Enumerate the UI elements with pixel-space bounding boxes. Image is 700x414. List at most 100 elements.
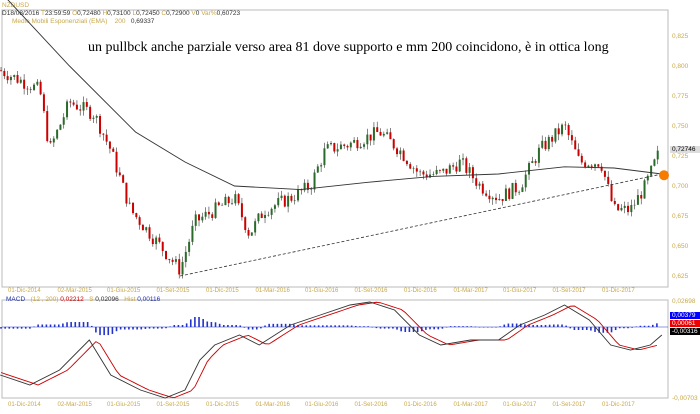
candle-body bbox=[561, 124, 564, 135]
candle-body bbox=[343, 144, 346, 146]
candle-body bbox=[359, 146, 362, 149]
candle-body bbox=[587, 165, 590, 168]
date-tick-label: 01-Dic-2017 bbox=[602, 402, 635, 408]
candle-body bbox=[534, 161, 537, 163]
candle-body bbox=[59, 124, 62, 130]
candle-body bbox=[237, 194, 240, 204]
macd-histogram-bar bbox=[602, 327, 605, 333]
macd-histogram-bar bbox=[20, 327, 23, 329]
candle-body bbox=[42, 94, 45, 112]
candle-body bbox=[452, 165, 455, 167]
candle-body bbox=[376, 127, 379, 132]
candle-body bbox=[580, 155, 583, 163]
candle-body bbox=[597, 164, 600, 167]
high-value: 0,73100 bbox=[107, 10, 131, 17]
candle-body bbox=[442, 168, 445, 171]
macd-axis-bottom: -0,00703 bbox=[672, 395, 698, 402]
macd-value: 0,02212 bbox=[60, 296, 84, 303]
macd-histogram-bar bbox=[524, 324, 526, 327]
candle-body bbox=[640, 195, 643, 199]
macd-histogram-bar bbox=[540, 325, 543, 327]
candle-body bbox=[297, 189, 300, 201]
candle-body bbox=[392, 139, 395, 149]
macd-histogram-bar bbox=[231, 325, 233, 327]
hist-tag: 0,00379 bbox=[670, 312, 700, 319]
candle-body bbox=[201, 216, 204, 221]
macd-histogram-bar bbox=[86, 322, 89, 327]
candle-body bbox=[56, 129, 59, 139]
macd-histogram-bar bbox=[41, 324, 44, 327]
macd-histogram-bar bbox=[416, 327, 419, 332]
macd-histogram-bar bbox=[161, 327, 163, 329]
macd-histogram-bar bbox=[140, 327, 143, 330]
macd-histogram-bar bbox=[651, 324, 654, 327]
candle-body bbox=[99, 115, 102, 134]
candle-body bbox=[422, 171, 425, 175]
date-tick-label: 01-Set-2016 bbox=[355, 288, 389, 294]
macd-histogram-bar bbox=[29, 327, 31, 329]
macd-histogram-bar bbox=[441, 327, 444, 329]
signal-tag: 0,00061 bbox=[670, 320, 700, 327]
candle-body bbox=[122, 175, 125, 183]
macd-histogram-bar bbox=[272, 323, 275, 327]
candle-body bbox=[475, 178, 478, 186]
candle-body bbox=[69, 101, 72, 103]
macd-histogram-bar bbox=[321, 325, 324, 327]
macd-histogram-bar bbox=[16, 327, 19, 329]
candle-body bbox=[574, 140, 577, 150]
candle-body bbox=[29, 89, 32, 90]
macd-histogram-bar bbox=[181, 325, 184, 327]
macd-histogram-bar bbox=[194, 317, 196, 327]
macd-histogram-bar bbox=[470, 326, 473, 327]
candle-body bbox=[435, 169, 438, 175]
macd-histogram-bar bbox=[123, 327, 126, 330]
date-tick-label: 01-Set-2015 bbox=[157, 288, 191, 294]
candle-body bbox=[399, 150, 402, 155]
date-tick-label: 01-Mar-2016 bbox=[256, 288, 291, 294]
candle-body bbox=[6, 76, 9, 81]
macd-histogram-bar bbox=[235, 325, 237, 327]
candle-body bbox=[567, 125, 570, 136]
macd-histogram-bar bbox=[82, 322, 85, 327]
macd-histogram-bar bbox=[260, 327, 262, 329]
candle-body bbox=[330, 143, 333, 145]
macd-histogram-bar bbox=[627, 327, 629, 329]
candle-body bbox=[277, 198, 280, 206]
candle-body bbox=[518, 191, 521, 193]
macd-histogram-bar bbox=[264, 325, 266, 327]
macd-histogram-bar bbox=[247, 327, 250, 330]
date-tick-label: 01-Giu-2017 bbox=[503, 402, 537, 408]
candle-body bbox=[478, 183, 481, 186]
macd-histogram-bar bbox=[528, 325, 530, 327]
macd-histogram-bar bbox=[165, 327, 167, 329]
ema-period: 200 bbox=[114, 18, 126, 25]
price-plot-frame bbox=[1, 9, 669, 288]
candle-body bbox=[382, 133, 385, 136]
candle-body bbox=[138, 217, 141, 225]
candle-body bbox=[432, 174, 435, 175]
macd-histogram-bar bbox=[239, 325, 242, 327]
candle-body bbox=[132, 202, 135, 214]
macd-histogram-bar bbox=[548, 324, 551, 327]
candle-body bbox=[293, 200, 296, 202]
low-value: 0,72450 bbox=[136, 10, 160, 17]
macd-histogram-bar bbox=[338, 325, 341, 327]
candle-body bbox=[128, 202, 131, 204]
macd-histogram-bar bbox=[313, 325, 316, 327]
macd-signal-line bbox=[0, 301, 658, 399]
candle-body bbox=[531, 161, 534, 164]
candle-body bbox=[405, 160, 408, 165]
price-tick-label: 0,725 bbox=[672, 153, 689, 160]
macd-histogram-bar bbox=[449, 326, 452, 327]
candle-body bbox=[240, 203, 243, 218]
macd-histogram-bar bbox=[173, 325, 176, 327]
macd-histogram-bar bbox=[363, 326, 365, 327]
macd-histogram-bar bbox=[536, 325, 539, 327]
date-tick-label: 01-Dic-2014 bbox=[8, 402, 41, 408]
price-tick-label: 0,700 bbox=[672, 183, 689, 190]
candle-body bbox=[471, 167, 474, 179]
candle-body bbox=[425, 174, 428, 178]
macd-histogram-bar bbox=[643, 325, 646, 327]
candle-body bbox=[221, 204, 224, 206]
